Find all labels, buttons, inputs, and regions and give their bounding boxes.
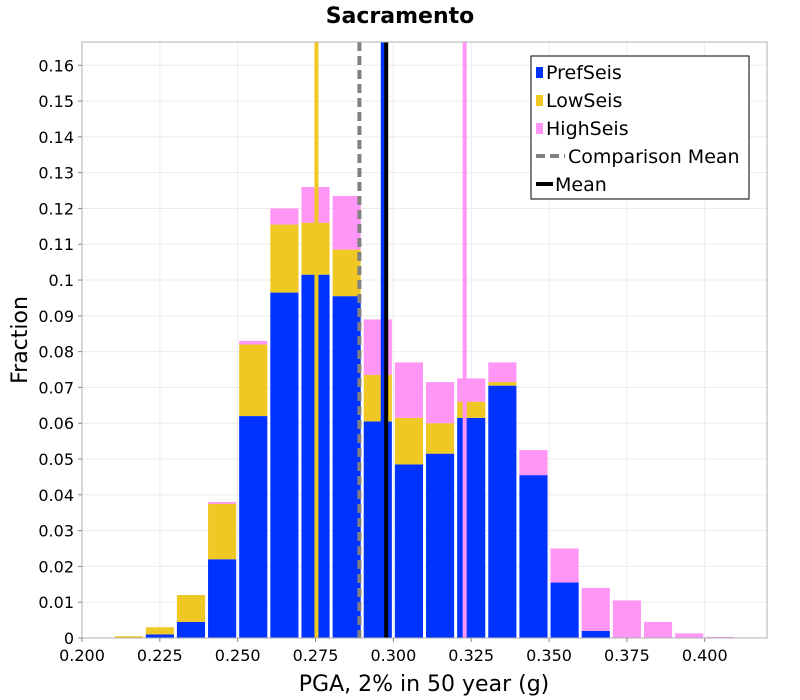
- legend-swatch: [536, 123, 543, 134]
- bar-prefseis-4: [239, 416, 268, 638]
- plot-frame: [81, 41, 768, 639]
- x-tick-label: 0.325: [448, 646, 494, 665]
- bar-lowseis-7: [332, 249, 361, 297]
- bar-prefseis-7: [332, 296, 361, 638]
- legend-label: Comparison Mean: [568, 146, 740, 168]
- bar-highseis-5: [270, 208, 299, 225]
- bar-lowseis-0: [114, 636, 143, 638]
- bar-prefseis-12: [488, 385, 517, 638]
- bar-lowseis-9: [394, 417, 423, 465]
- bar-highseis-12: [488, 362, 517, 383]
- legend-swatch: [536, 95, 543, 106]
- legend-swatch: [536, 67, 543, 78]
- x-tick-label: 0.375: [604, 646, 650, 665]
- bar-prefseis-5: [270, 292, 299, 638]
- x-tick-label: 0.250: [215, 646, 261, 665]
- y-tick-label: 0.12: [38, 199, 74, 218]
- bar-lowseis-10: [426, 423, 455, 454]
- bar-lowseis-2: [176, 595, 206, 622]
- bar-prefseis-10: [426, 453, 455, 638]
- bar-highseis-7: [332, 195, 361, 250]
- bar-highseis-15: [581, 587, 610, 631]
- y-axis-ticks: 0 0.01 0.02 0.03 0.04 0.05 0.06 0.07 0.08 0.09 0.1…: [38, 56, 82, 648]
- bar-lowseis-3: [208, 503, 237, 560]
- y-tick-label: 0.14: [38, 128, 74, 147]
- y-tick-label: 0.16: [38, 56, 74, 75]
- bar-lowseis-5: [270, 224, 299, 293]
- x-tick-label: 0.400: [682, 646, 728, 665]
- bar-highseis-13: [519, 450, 548, 476]
- bar-prefseis-9: [394, 464, 423, 638]
- y-tick-label: 0: [64, 629, 74, 648]
- legend-label: HighSeis: [546, 118, 629, 140]
- y-tick-label: 0.04: [38, 486, 74, 505]
- x-tick-label: 0.225: [137, 646, 183, 665]
- bar-prefseis-1: [145, 634, 174, 638]
- x-axis-title: PGA, 2% in 50 year (g): [299, 672, 550, 697]
- x-tick-label: 0.275: [293, 646, 339, 665]
- bar-prefseis-2: [176, 621, 206, 638]
- chart-title: Sacramento: [326, 4, 475, 29]
- bar-highseis-4: [239, 340, 268, 345]
- bar-prefseis-14: [550, 582, 579, 638]
- bar-lowseis-1: [145, 627, 174, 635]
- x-tick-label: 0.300: [370, 646, 416, 665]
- bar-prefseis-13: [519, 475, 548, 638]
- x-tick-label: 0.350: [526, 646, 572, 665]
- bar-highseis-19: [706, 636, 735, 638]
- x-axis-ticks: 0.200 0.225 0.250 0.275 0.300 0.325 0.350 0.375…: [59, 638, 728, 665]
- y-tick-label: 0.05: [38, 450, 74, 469]
- y-tick-label: 0.03: [38, 522, 74, 541]
- bar-highseis-9: [394, 362, 423, 418]
- legend-label: PrefSeis: [546, 62, 622, 84]
- y-tick-label: 0.09: [38, 307, 74, 326]
- y-tick-label: 0.07: [38, 378, 74, 397]
- bar-highseis-16: [612, 600, 641, 638]
- bars: [114, 186, 735, 638]
- bar-highseis-18: [675, 633, 704, 638]
- y-tick-label: 0.02: [38, 557, 74, 576]
- bar-lowseis-11: [457, 401, 486, 418]
- bar-highseis-10: [426, 382, 455, 424]
- y-tick-label: 0.06: [38, 414, 74, 433]
- legend-label: Mean: [555, 174, 607, 196]
- y-tick-label: 0.15: [38, 92, 74, 111]
- y-tick-label: 0.13: [38, 164, 74, 183]
- bar-lowseis-12: [488, 382, 517, 386]
- y-axis-title: Fraction: [8, 296, 33, 384]
- bar-highseis-14: [550, 548, 579, 583]
- y-tick-label: 0.08: [38, 343, 74, 362]
- legend: PrefSeis LowSeis HighSeis Comparison Mean Me…: [530, 55, 750, 200]
- legend-label: LowSeis: [546, 90, 622, 112]
- bar-highseis-17: [643, 621, 673, 638]
- bar-prefseis-15: [581, 630, 610, 638]
- y-tick-label: 0.1: [49, 271, 74, 290]
- bar-highseis-3: [208, 501, 237, 504]
- y-tick-label: 0.11: [38, 235, 74, 254]
- bar-highseis-11: [457, 378, 486, 402]
- bar-prefseis-3: [208, 559, 237, 638]
- legend-box: [530, 55, 750, 200]
- x-tick-label: 0.200: [59, 646, 105, 665]
- y-tick-label: 0.01: [38, 593, 74, 612]
- bar-lowseis-4: [239, 344, 268, 417]
- bar-prefseis-11: [457, 417, 486, 638]
- vertical-lines: [314, 42, 467, 638]
